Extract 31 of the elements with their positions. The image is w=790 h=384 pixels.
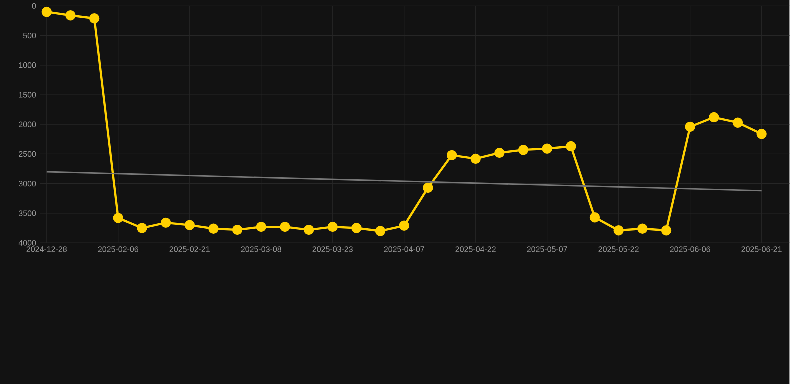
point (113, 213, 124, 224)
point (328, 222, 338, 232)
point (399, 220, 410, 231)
point (614, 226, 624, 236)
point (256, 222, 266, 232)
point (685, 122, 696, 132)
point (638, 224, 648, 234)
point (160, 218, 172, 228)
point (446, 150, 458, 161)
point (232, 224, 243, 236)
point (732, 118, 744, 128)
point (304, 224, 314, 236)
point (423, 182, 434, 194)
point (89, 14, 100, 24)
point (66, 10, 76, 21)
point (470, 154, 481, 164)
point (208, 224, 219, 234)
point (280, 222, 290, 232)
point (542, 144, 552, 154)
point (42, 6, 52, 18)
point (375, 226, 386, 236)
point (661, 226, 672, 236)
point (566, 141, 576, 152)
point (137, 223, 148, 234)
point (590, 212, 600, 223)
point (184, 220, 195, 230)
point (352, 223, 362, 234)
point (518, 144, 529, 156)
point (709, 112, 720, 123)
point (494, 148, 505, 158)
point (756, 128, 767, 140)
